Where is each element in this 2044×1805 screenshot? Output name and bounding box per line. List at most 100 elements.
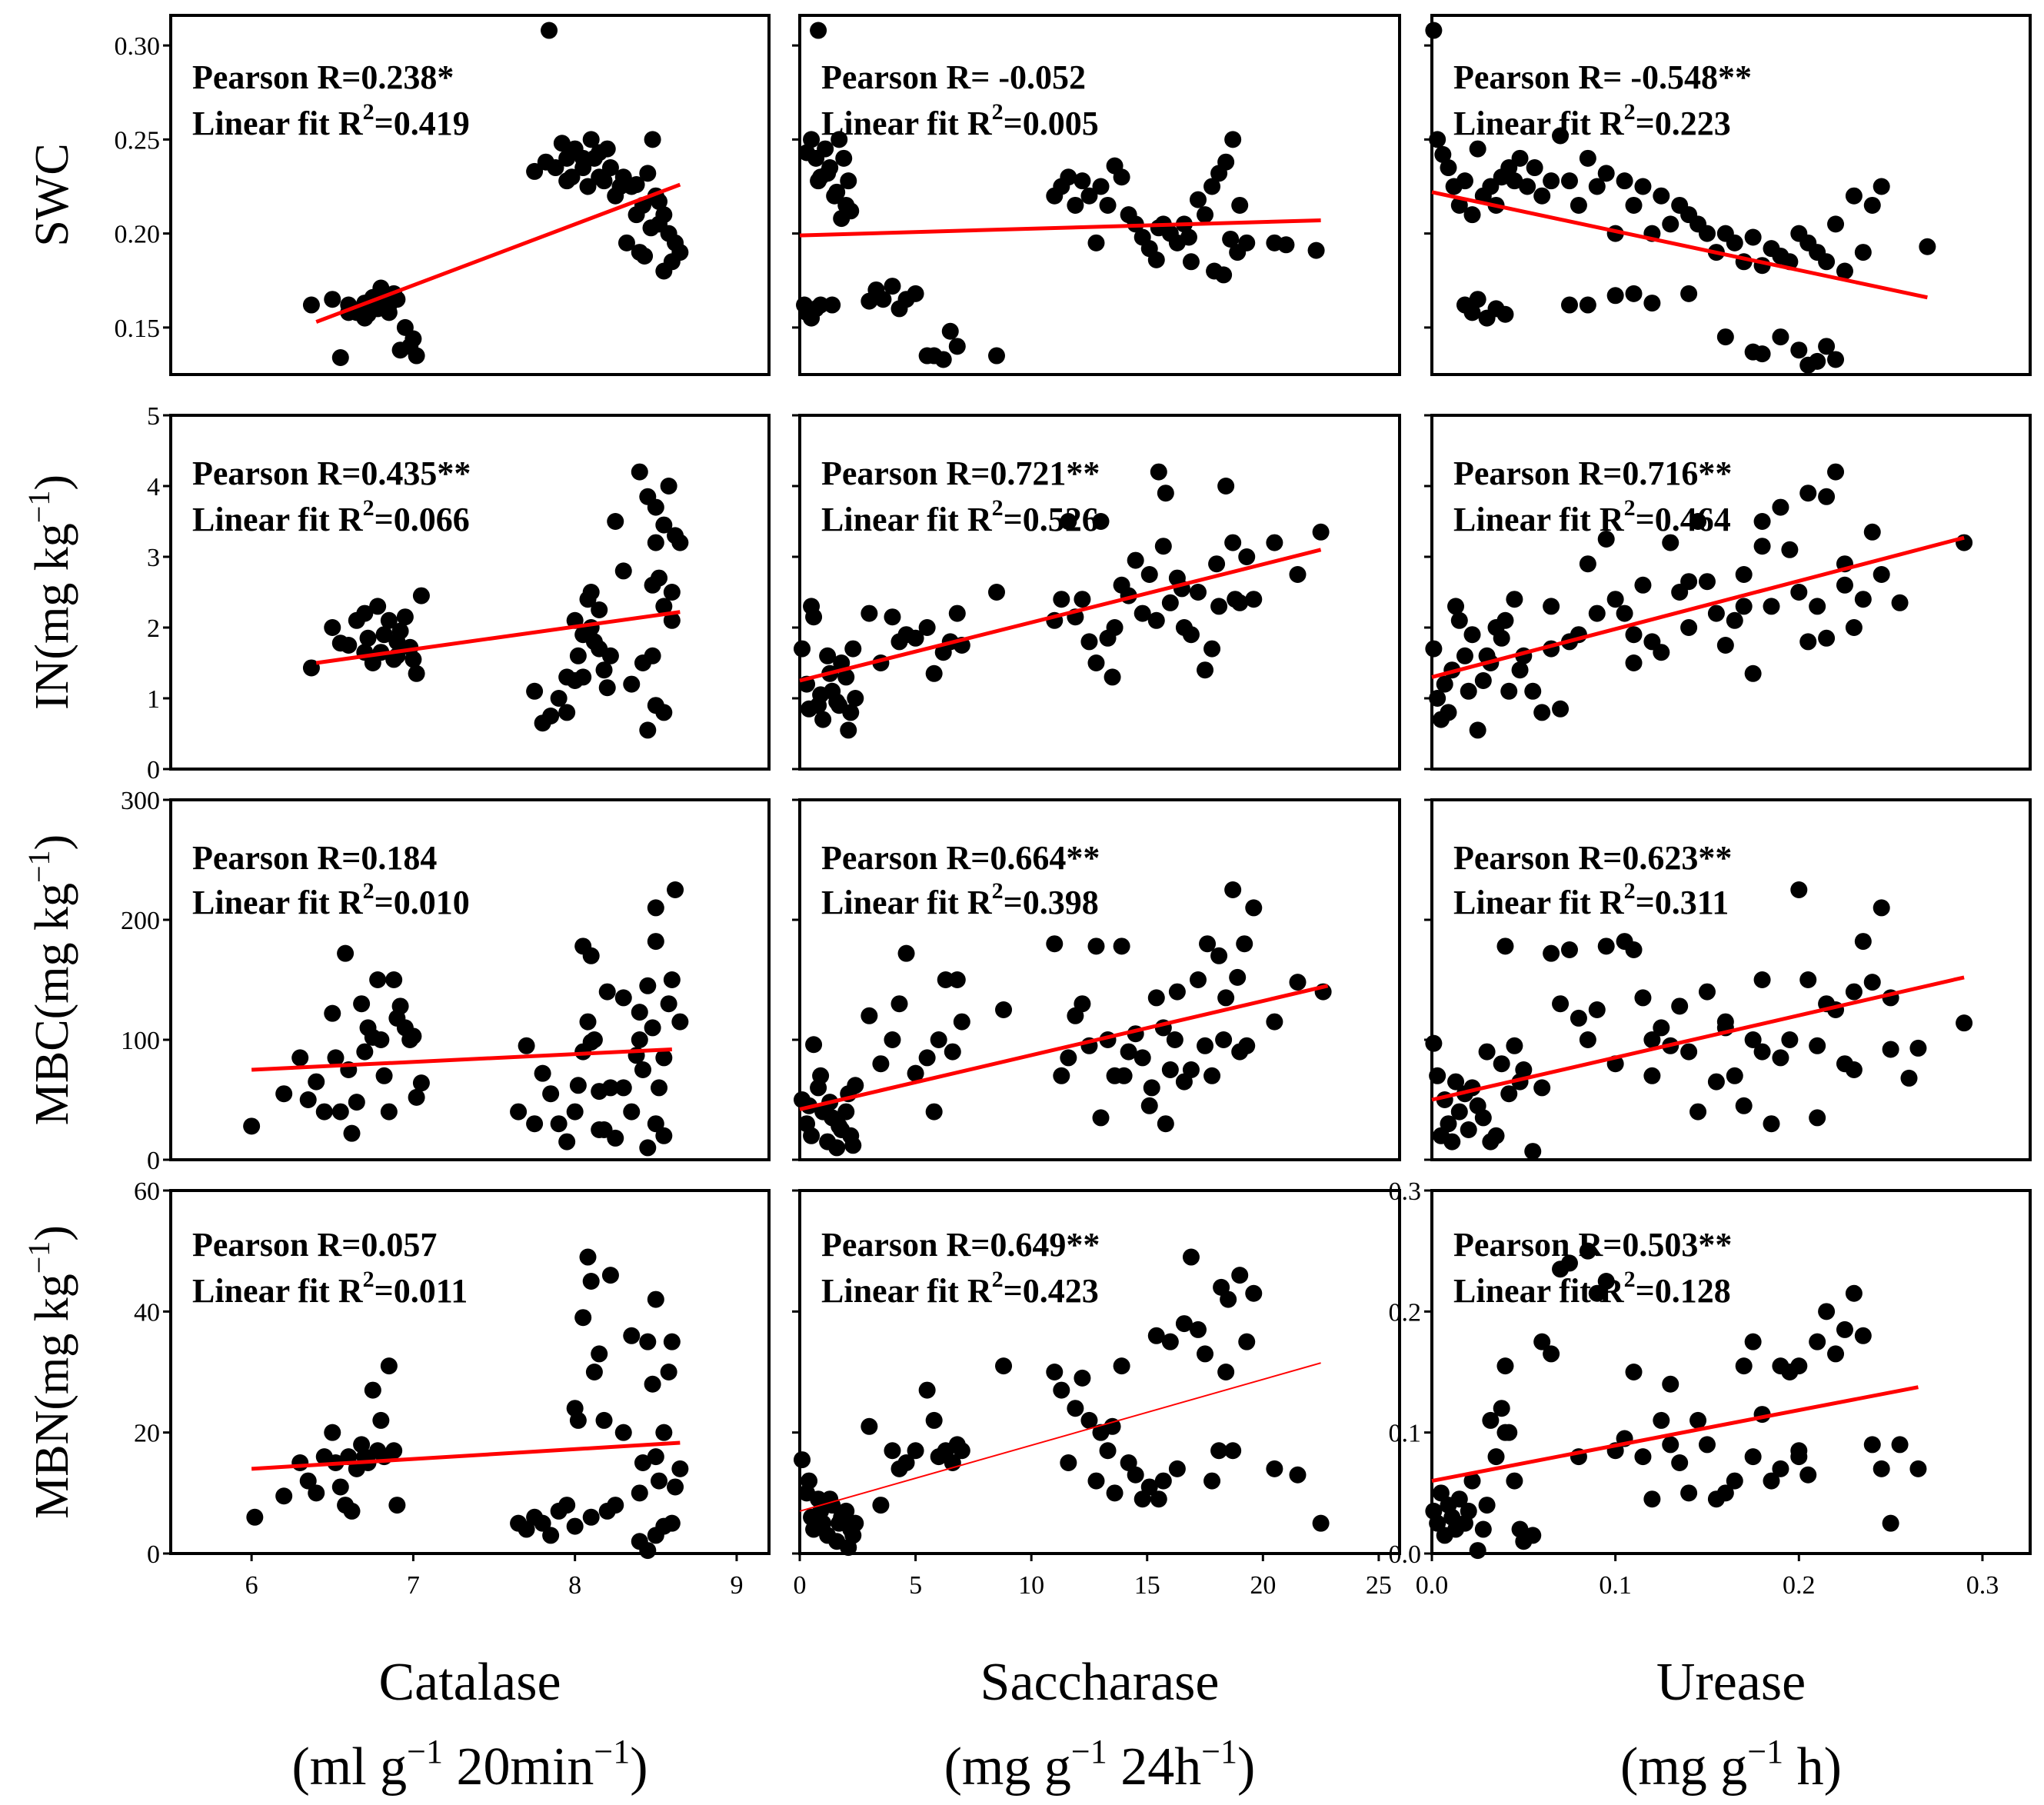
data-point [412, 587, 430, 604]
data-point [925, 1411, 943, 1429]
data-point [647, 1115, 664, 1133]
data-point [918, 619, 936, 636]
row-label-3: MBN(mg kg−1) [22, 1225, 78, 1519]
data-point [1099, 196, 1117, 214]
data-point [660, 478, 677, 495]
data-point [356, 309, 374, 327]
pearson-label: Pearson R=0.057 [192, 1226, 437, 1264]
data-point [1106, 1484, 1124, 1502]
data-point [1053, 591, 1070, 608]
data-point [1203, 178, 1221, 195]
data-point [817, 140, 834, 158]
data-point [812, 686, 830, 704]
data-point [1500, 682, 1518, 700]
y-tick-label: 300 [121, 787, 160, 815]
data-point [1625, 1364, 1643, 1380]
data-point [1818, 488, 1836, 505]
fit-line [1431, 535, 1965, 679]
data-point [518, 1037, 535, 1054]
data-point [1588, 178, 1606, 195]
data-point [1634, 576, 1652, 594]
data-point [1127, 551, 1144, 569]
data-point [1277, 236, 1295, 254]
data-point [925, 664, 943, 682]
data-point [1781, 1031, 1799, 1048]
data-point [359, 629, 377, 647]
row-label-1: IN(mg kg−1) [22, 475, 78, 710]
data-point [634, 1454, 651, 1471]
data-point [1450, 611, 1468, 629]
x-tick-label: 7 [407, 1571, 420, 1600]
data-point [1698, 225, 1716, 242]
data-point [380, 1357, 398, 1375]
data-point [1524, 682, 1542, 700]
data-point [1092, 513, 1110, 530]
data-point [1606, 591, 1624, 608]
data-point [872, 1497, 890, 1514]
data-point [601, 1267, 619, 1284]
data-point [1463, 626, 1481, 644]
data-point [1845, 983, 1863, 1001]
y-tick-label: 60 [134, 1177, 160, 1206]
data-point [1671, 1454, 1689, 1471]
data-point [644, 1375, 661, 1393]
data-point [1140, 1097, 1158, 1114]
data-point [1474, 672, 1492, 689]
data-point [1552, 995, 1570, 1013]
data-point [1716, 1484, 1734, 1502]
data-point [1653, 1411, 1670, 1429]
data-point [1827, 463, 1845, 481]
data-point [1662, 1436, 1679, 1454]
data-point [582, 584, 600, 601]
data-point [275, 1487, 293, 1505]
data-point [801, 1472, 818, 1490]
data-point [1478, 1497, 1496, 1514]
fit-line [1431, 190, 1928, 300]
data-point [1836, 1320, 1853, 1338]
data-point [1496, 1424, 1514, 1441]
data-point [1863, 1436, 1881, 1454]
data-point [579, 1013, 597, 1031]
data-point [1680, 1484, 1698, 1502]
data-point [647, 534, 664, 551]
data-point [1552, 700, 1570, 718]
y-tick-label: 0 [147, 1147, 160, 1175]
data-point [1203, 1067, 1221, 1084]
data-point [607, 1129, 624, 1147]
data-point [1579, 555, 1596, 573]
data-point [1238, 1333, 1256, 1350]
linear-fit-label: Linear fit R2=0.005 [821, 99, 1099, 142]
data-point [1189, 971, 1207, 988]
data-point [1289, 1466, 1307, 1484]
plot-frame [798, 414, 1401, 771]
data-point [828, 183, 846, 201]
data-point [1533, 1333, 1551, 1350]
y-tick-label: 100 [121, 1027, 160, 1055]
data-point [1689, 1411, 1707, 1429]
data-point [1543, 944, 1560, 962]
data-point [1134, 1049, 1151, 1067]
plot-frame [1430, 1189, 2032, 1555]
data-point [1552, 127, 1570, 145]
data-point [340, 637, 358, 654]
data-point [1763, 1472, 1780, 1490]
data-point [1753, 345, 1771, 363]
data-point [356, 604, 374, 622]
data-point [1662, 215, 1679, 233]
data-point [1506, 591, 1523, 608]
row-labels: SWC IN(mg kg−1) MBC(mg kg−1) MBN(mg kg−1) [22, 143, 78, 1519]
data-point [1154, 1472, 1172, 1490]
data-point [1450, 1490, 1468, 1508]
data-point [671, 1013, 689, 1031]
data-point [1154, 538, 1172, 555]
data-point [1236, 935, 1253, 953]
data-point [369, 598, 387, 615]
data-point [810, 172, 827, 190]
data-point [663, 611, 681, 629]
data-point [1447, 1073, 1465, 1091]
data-point [1482, 178, 1500, 195]
data-point [1460, 1121, 1477, 1138]
data-point [655, 1049, 673, 1067]
fit-line [1431, 1385, 1919, 1484]
